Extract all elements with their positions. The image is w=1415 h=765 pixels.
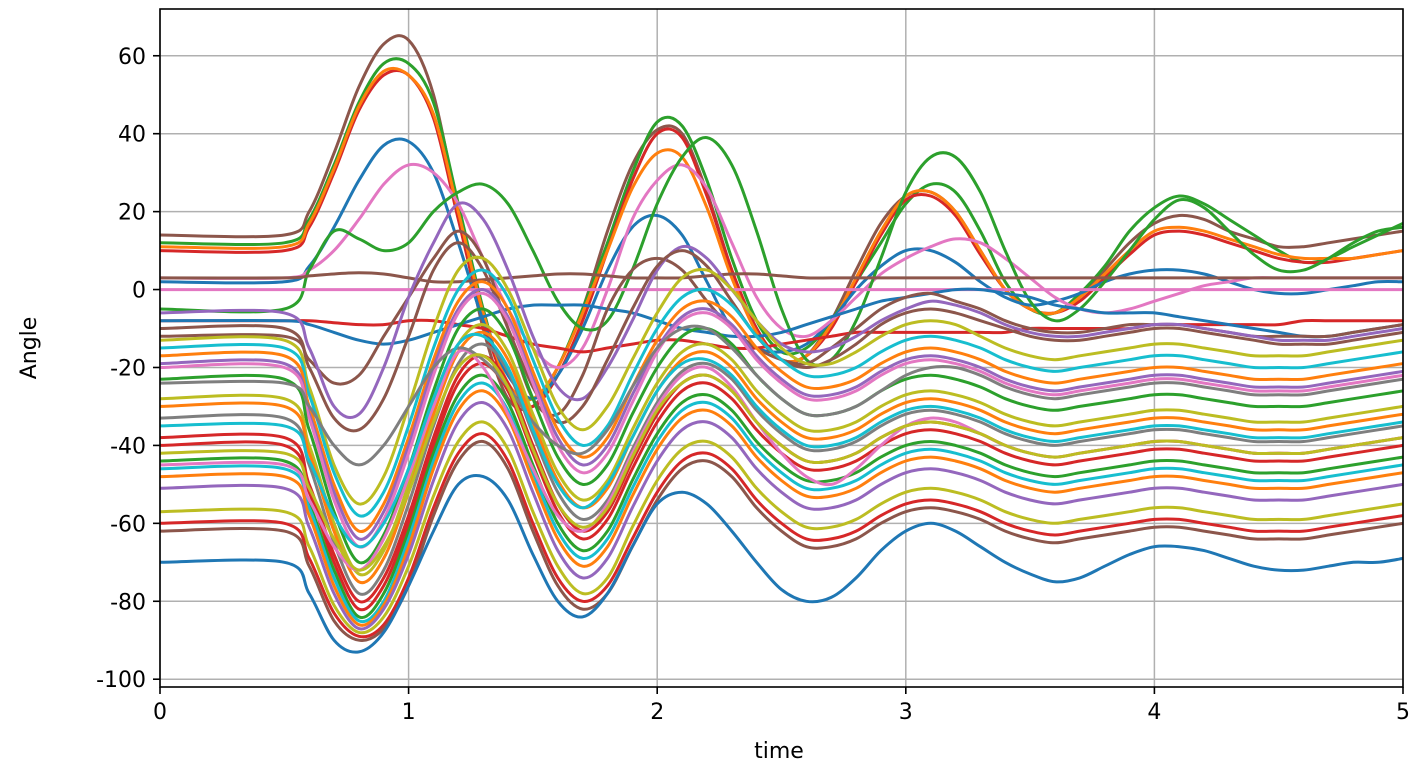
series-line-10	[160, 318, 1403, 354]
series-line-19	[160, 291, 1403, 549]
series-line-15	[160, 255, 1403, 506]
x-tick-label: 1	[402, 700, 416, 725]
y-axis-label: Angle	[17, 317, 42, 380]
series-line-14	[160, 241, 1403, 433]
series-line-37	[160, 353, 1403, 572]
x-tick-label: 0	[153, 700, 167, 725]
series-line-22	[160, 330, 1403, 585]
series-line-16	[160, 268, 1403, 518]
x-tick-label: 2	[650, 700, 664, 725]
y-tick-label: -20	[110, 356, 146, 381]
series-line-8	[160, 271, 1403, 284]
series-line-36	[160, 332, 1403, 549]
series-group	[160, 34, 1403, 654]
y-tick-label: -80	[110, 590, 146, 615]
series-line-17	[160, 280, 1403, 534]
y-tick-label: 40	[118, 123, 146, 148]
y-tick-label: -100	[96, 668, 146, 693]
series-line-33	[160, 473, 1403, 654]
x-tick-label: 4	[1147, 700, 1161, 725]
y-tick-label: -40	[110, 434, 146, 459]
series-line-2	[160, 57, 1403, 402]
y-tick-label: -60	[110, 512, 146, 537]
y-tick-label: 20	[118, 201, 146, 226]
series-line-13	[160, 201, 1403, 420]
series-line-29	[160, 401, 1403, 631]
series-line-30	[160, 420, 1403, 635]
ticks: 0 1 2 3 4 5 -100 -80 -60 -40 -20 0 20 40 60	[96, 45, 1410, 725]
x-axis-label: time	[754, 739, 804, 764]
x-tick-label: 5	[1396, 700, 1410, 725]
y-tick-label: 60	[118, 45, 146, 70]
series-line-25	[160, 362, 1403, 612]
x-tick-label: 3	[899, 700, 913, 725]
plot-frame	[159, 8, 1404, 688]
y-tick-label: 0	[132, 279, 146, 304]
series-line-5	[160, 137, 1403, 401]
series-line-28	[160, 389, 1403, 627]
series-line-27	[160, 381, 1403, 624]
series-line-6	[160, 162, 1403, 369]
series-line-32	[160, 439, 1403, 642]
series-line-35	[160, 324, 1403, 467]
series-line-31	[160, 432, 1403, 639]
